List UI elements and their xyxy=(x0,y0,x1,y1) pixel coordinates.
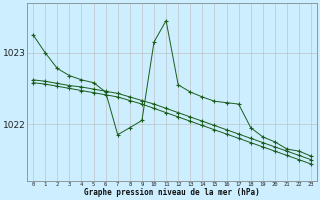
X-axis label: Graphe pression niveau de la mer (hPa): Graphe pression niveau de la mer (hPa) xyxy=(84,188,260,197)
